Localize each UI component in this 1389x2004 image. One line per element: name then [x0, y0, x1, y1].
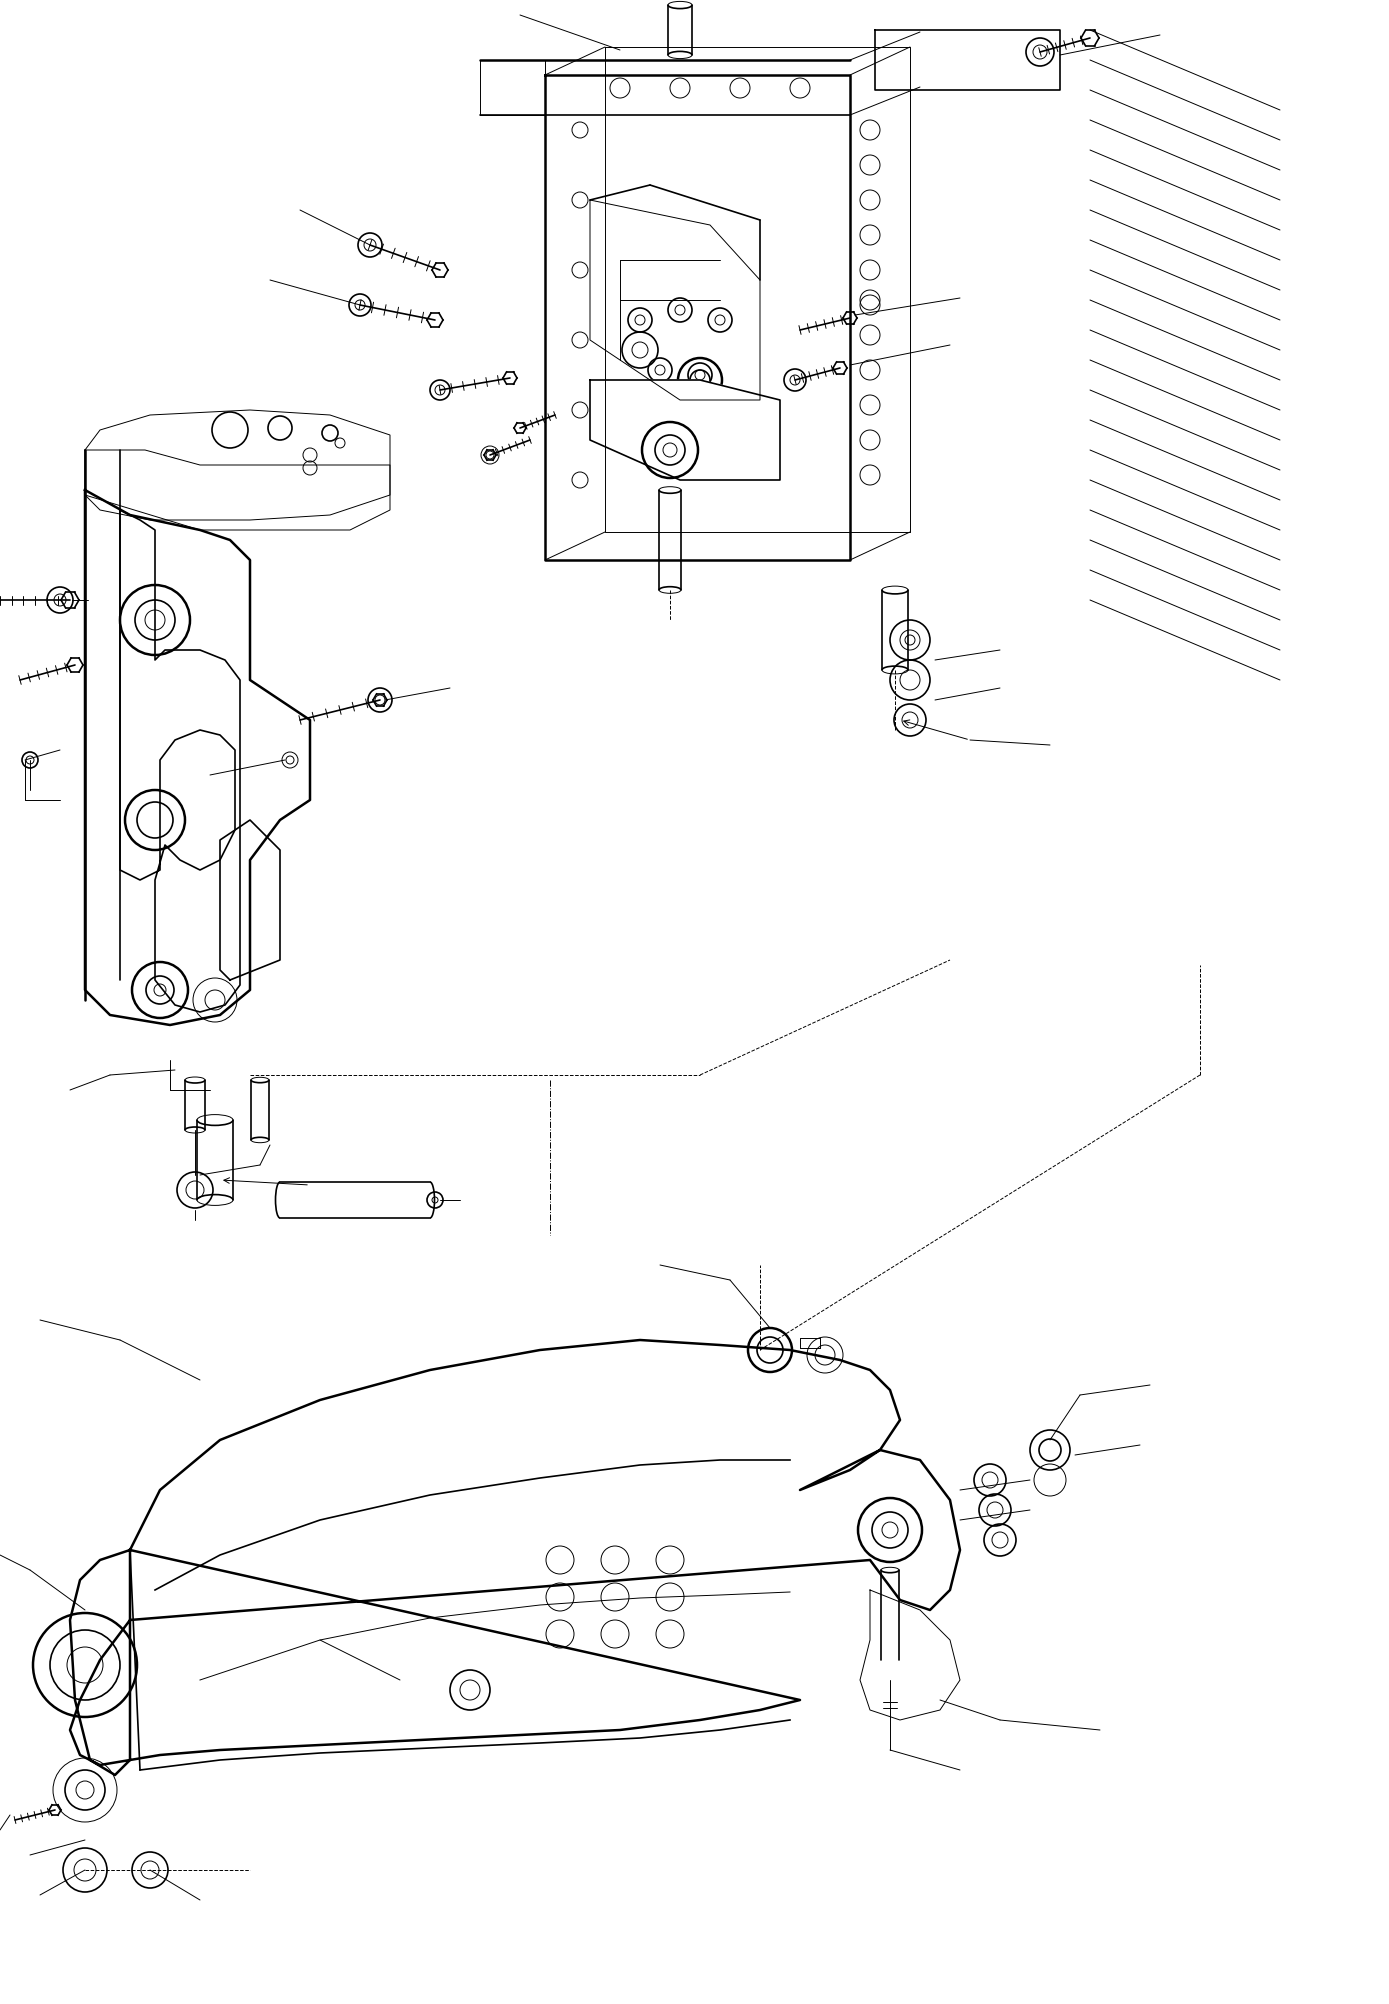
Polygon shape — [85, 451, 390, 529]
Polygon shape — [590, 200, 760, 401]
Circle shape — [53, 1758, 117, 1822]
Polygon shape — [85, 411, 390, 519]
Circle shape — [858, 1499, 922, 1561]
Circle shape — [749, 1329, 792, 1373]
Polygon shape — [875, 30, 1060, 90]
Polygon shape — [544, 74, 850, 559]
Circle shape — [1031, 1431, 1070, 1471]
Circle shape — [33, 1613, 138, 1717]
Polygon shape — [481, 60, 544, 114]
Polygon shape — [860, 1589, 960, 1719]
Polygon shape — [69, 1341, 960, 1776]
Polygon shape — [119, 509, 240, 1012]
Circle shape — [807, 1337, 843, 1373]
Polygon shape — [219, 820, 281, 980]
Polygon shape — [85, 491, 310, 1024]
Polygon shape — [590, 381, 781, 481]
